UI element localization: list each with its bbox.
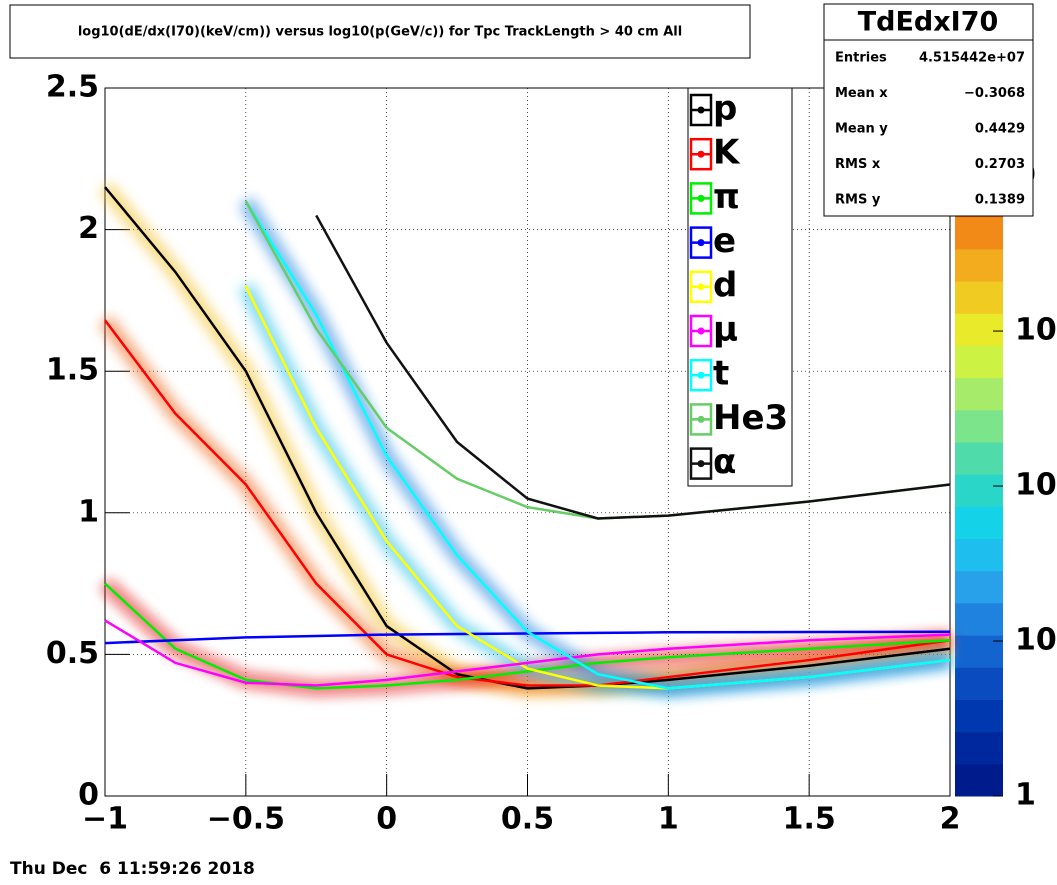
legend-label: p [713, 89, 737, 129]
series-line [104, 186, 951, 690]
stats-value: 0.4429 [975, 122, 1025, 137]
colorbar-cell [955, 409, 1003, 443]
legend-marker [697, 150, 705, 158]
colorbar-tick-label: 10 [1015, 468, 1057, 503]
colorbar-cell [955, 377, 1003, 411]
colorbar-cell [955, 506, 1003, 540]
y-tick-label: 2 [78, 211, 99, 246]
legend-label: α [713, 442, 736, 482]
colorbar-cell [955, 474, 1003, 507]
x-tick-label: 1.5 [783, 802, 836, 837]
colorbar-cell [955, 538, 1003, 572]
stats-key: Mean x [835, 86, 888, 101]
legend-marker [697, 460, 705, 468]
stats-key: Mean y [835, 122, 888, 137]
stats-value: −0.3068 [964, 86, 1025, 101]
timestamp: Thu Dec 6 11:59:26 2018 [10, 859, 255, 879]
legend-marker [697, 327, 705, 335]
series-line [315, 214, 951, 520]
y-tick-label: 1 [78, 494, 99, 529]
stats-key: RMS y [835, 193, 881, 208]
colorbar-cell [955, 345, 1003, 379]
x-tick-label: 0.5 [501, 802, 554, 837]
stats-key: Entries [835, 51, 887, 66]
colorbar-cell [955, 667, 1003, 700]
y-tick-label: 0 [78, 778, 99, 813]
x-tick-label: −1 [82, 802, 128, 837]
legend-marker [697, 194, 705, 202]
legend-label: μ [713, 310, 738, 350]
colorbar-tick-label: 10 [1015, 623, 1057, 658]
y-tick-label: 0.5 [46, 636, 99, 671]
stats-value: 0.1389 [975, 193, 1025, 208]
stats-key: RMS x [835, 157, 881, 172]
colorbar-cell [955, 281, 1003, 314]
series-line [104, 582, 951, 690]
legend-marker [697, 371, 705, 379]
colorbar-cell [955, 699, 1003, 733]
legend-label: e [713, 221, 736, 261]
y-tick-label: 2.5 [46, 70, 99, 105]
legend-label: He3 [713, 398, 788, 438]
colorbar-cell [955, 602, 1003, 636]
colorbar-cell [955, 763, 1003, 797]
stats-value: 0.2703 [975, 157, 1025, 172]
legend-marker [697, 106, 705, 114]
x-tick-label: 0 [376, 802, 397, 837]
title-box [9, 4, 751, 59]
x-tick-label: −0.5 [207, 802, 285, 837]
colorbar-cell [955, 731, 1003, 765]
chart-title: log10(dE/dx(I70)(keV/cm)) versus log10(p… [78, 25, 682, 40]
legend-label: K [713, 133, 741, 173]
y-tick-label: 1.5 [46, 353, 99, 388]
colorbar-cell [955, 442, 1003, 475]
colorbar-tick-label: 10 [1015, 313, 1057, 348]
x-tick-label: 2 [940, 802, 961, 837]
colorbar-cell [955, 313, 1003, 346]
colorbar-tick-label: 1 [1015, 778, 1036, 813]
colorbar-cell [955, 216, 1003, 250]
x-tick-label: 1 [658, 802, 679, 837]
legend-label: t [713, 354, 729, 394]
legend-marker [697, 415, 705, 423]
stats-box [823, 3, 1034, 217]
legend-marker [697, 239, 705, 247]
stats-title: TdEdxI70 [858, 7, 999, 38]
legend-label: π [713, 177, 740, 217]
series-line [104, 319, 951, 687]
series-line [104, 619, 951, 687]
legend-label: d [713, 265, 737, 305]
legend-marker [697, 283, 705, 291]
series-line [104, 630, 951, 645]
colorbar-cell [955, 248, 1003, 282]
colorbar-cell [955, 635, 1003, 668]
stats-value: 4.515442e+07 [919, 51, 1025, 66]
colorbar-cell [955, 570, 1003, 604]
